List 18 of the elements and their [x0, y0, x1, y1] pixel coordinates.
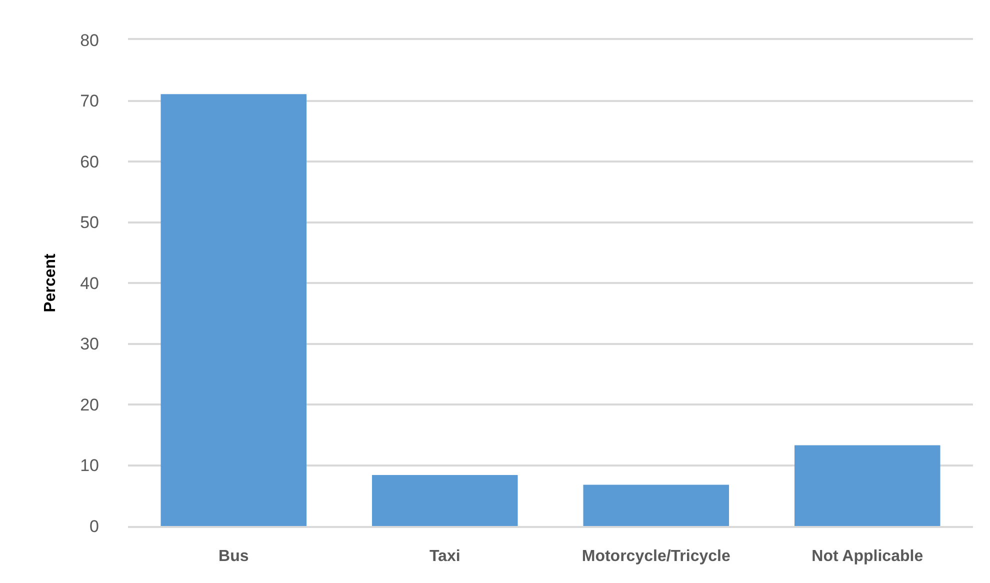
y-tick-label: 30	[80, 334, 99, 354]
bar	[372, 474, 518, 526]
x-tick-label: Taxi	[429, 548, 460, 565]
y-tick-label: 80	[80, 30, 99, 50]
x-tick-label: Not Applicable	[812, 548, 924, 565]
y-tick-label: 10	[80, 456, 99, 476]
bar	[794, 445, 940, 526]
y-axis-title: Percent	[42, 252, 59, 312]
x-tick-label: Bus	[218, 548, 249, 565]
y-tick-label: 40	[80, 274, 99, 293]
y-tick-label: 20	[80, 395, 99, 414]
x-tick-label: Motorcycle/Tricycle	[582, 548, 730, 565]
y-tick-label: 0	[90, 516, 99, 536]
bar	[583, 484, 730, 526]
y-tick-label: 50	[80, 213, 99, 232]
y-tick-label: 70	[80, 92, 99, 111]
bar	[160, 94, 307, 526]
y-tick-label: 60	[80, 152, 99, 172]
